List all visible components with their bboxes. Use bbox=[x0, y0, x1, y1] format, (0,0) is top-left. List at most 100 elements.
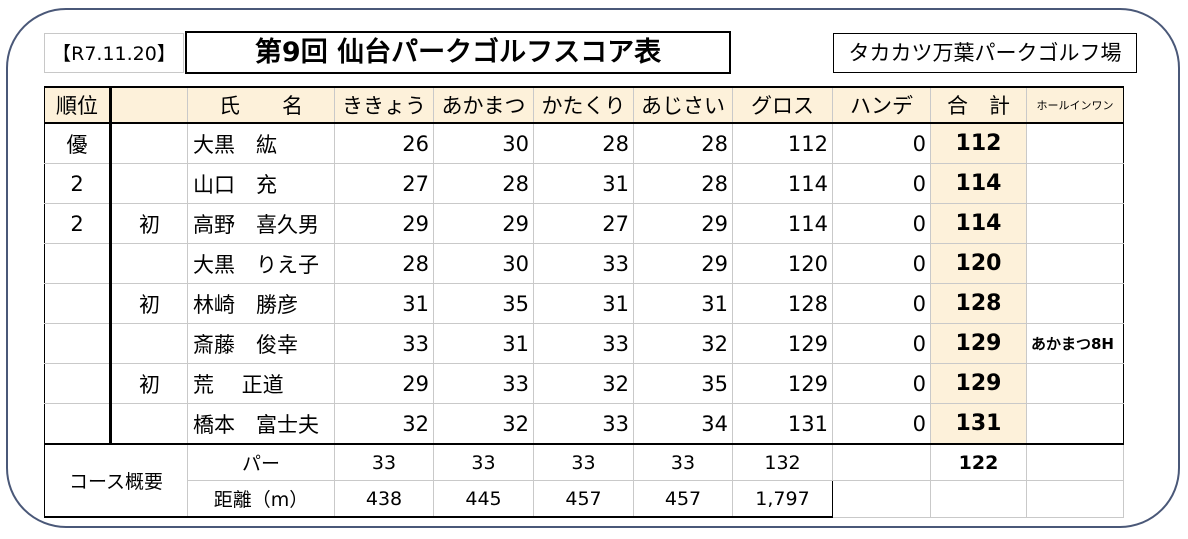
total-cell: 112 bbox=[930, 122, 1027, 164]
first-time-mark-cell bbox=[109, 323, 188, 364]
table-row: 斎藤 俊幸 33 31 33 32 129 0 129 あかまつ8H bbox=[44, 323, 1124, 364]
table-row: 優大黒 紘 26 30 28 28 112 0 112 bbox=[44, 122, 1124, 164]
handicap-cell: 0 bbox=[832, 283, 931, 324]
course-score-cell: 33 bbox=[433, 363, 534, 404]
rounded-frame bbox=[6, 8, 1180, 528]
course-score-cell: 28 bbox=[633, 163, 733, 204]
rank-cell bbox=[44, 323, 111, 364]
player-name-cell: 斎藤 俊幸 bbox=[187, 323, 335, 364]
table-row: 大黒 りえ子 28 30 33 29 120 0 120 bbox=[44, 243, 1124, 284]
course-score-cell: 33 bbox=[533, 323, 634, 364]
course-score-cell: 30 bbox=[433, 122, 534, 164]
course-score-cell: 31 bbox=[334, 283, 434, 324]
gross-cell: 129 bbox=[732, 323, 833, 364]
total-cell: 131 bbox=[930, 403, 1027, 445]
course-score-cell: 32 bbox=[433, 403, 534, 445]
player-name-cell: 大黒 りえ子 bbox=[187, 243, 335, 284]
par-value: 33 bbox=[533, 443, 634, 481]
rank-cell bbox=[44, 243, 111, 284]
col-hole-in-one-header: ホールインワン bbox=[1026, 86, 1124, 124]
total-cell: 120 bbox=[930, 243, 1027, 284]
distance-value: 438 bbox=[334, 480, 434, 518]
par-total: 132 bbox=[732, 443, 833, 481]
course-summary-label: コース概要 bbox=[44, 443, 188, 518]
par-value: 33 bbox=[633, 443, 733, 481]
course-score-cell: 26 bbox=[334, 122, 434, 164]
empty-cell bbox=[1026, 480, 1124, 518]
handicap-cell: 0 bbox=[832, 122, 931, 164]
par-value: 33 bbox=[334, 443, 434, 481]
col-course-header: ききょう bbox=[334, 86, 434, 124]
first-time-mark-cell: 初 bbox=[109, 363, 188, 404]
rank-cell: 2 bbox=[44, 163, 111, 204]
handicap-cell: 0 bbox=[832, 163, 931, 204]
first-time-mark-cell bbox=[109, 243, 188, 284]
course-score-cell: 29 bbox=[633, 203, 733, 244]
distance-value: 457 bbox=[533, 480, 634, 518]
date-label: 【R7.11.20】 bbox=[44, 33, 184, 73]
col-handicap-header: ハンデ bbox=[832, 86, 931, 124]
gross-cell: 120 bbox=[732, 243, 833, 284]
header-row: 順位 氏 名 ききょう あかまつ かたくり あじさい グロス ハンデ 合 計 ホ… bbox=[44, 86, 1124, 124]
empty-cell bbox=[832, 480, 931, 518]
gross-cell: 112 bbox=[732, 122, 833, 164]
player-name-cell: 大黒 紘 bbox=[187, 122, 335, 164]
first-time-mark-cell bbox=[109, 403, 188, 445]
course-score-cell: 28 bbox=[433, 163, 534, 204]
hole-in-one-cell bbox=[1026, 243, 1124, 284]
table-row: 橋本 富士夫 32 32 33 34 131 0 131 bbox=[44, 403, 1124, 445]
player-name-cell: 高野 喜久男 bbox=[187, 203, 335, 244]
handicap-cell: 0 bbox=[832, 243, 931, 284]
course-score-cell: 31 bbox=[433, 323, 534, 364]
col-course-header: あかまつ bbox=[433, 86, 534, 124]
player-name-cell: 橋本 富士夫 bbox=[187, 403, 335, 445]
course-score-cell: 28 bbox=[334, 243, 434, 284]
distance-label: 距離（m） bbox=[187, 480, 335, 518]
first-time-mark-cell bbox=[109, 163, 188, 204]
course-score-cell: 35 bbox=[433, 283, 534, 324]
col-name-header: 氏 名 bbox=[187, 86, 335, 124]
course-score-cell: 28 bbox=[633, 122, 733, 164]
table-row: 初 荒 正道 29 33 32 35 129 0 129 bbox=[44, 363, 1124, 404]
total-cell: 129 bbox=[930, 323, 1027, 364]
total-cell: 114 bbox=[930, 163, 1027, 204]
first-time-mark-cell: 初 bbox=[109, 203, 188, 244]
hole-in-one-cell bbox=[1026, 122, 1124, 164]
course-par-row: コース概要 パー 33 33 33 33 132 122 bbox=[44, 443, 1124, 518]
player-name-cell: 山口 充 bbox=[187, 163, 335, 204]
distance-total: 1,797 bbox=[732, 480, 833, 518]
hole-in-one-cell bbox=[1026, 283, 1124, 324]
distance-value: 457 bbox=[633, 480, 733, 518]
col-mark-header bbox=[109, 86, 188, 124]
rank-cell: 2 bbox=[44, 203, 111, 244]
col-total-header: 合 計 bbox=[930, 86, 1027, 124]
total-cell: 114 bbox=[930, 203, 1027, 244]
player-name-cell: 荒 正道 bbox=[187, 363, 335, 404]
course-score-cell: 29 bbox=[433, 203, 534, 244]
rank-cell: 優 bbox=[44, 122, 111, 164]
handicap-cell: 0 bbox=[832, 203, 931, 244]
hole-in-one-cell bbox=[1026, 203, 1124, 244]
course-score-cell: 31 bbox=[533, 283, 634, 324]
course-score-cell: 27 bbox=[533, 203, 634, 244]
course-score-cell: 27 bbox=[334, 163, 434, 204]
score-table: 順位 氏 名 ききょう あかまつ かたくり あじさい グロス ハンデ 合 計 ホ… bbox=[44, 86, 1124, 518]
course-score-cell: 34 bbox=[633, 403, 733, 445]
col-course-header: あじさい bbox=[633, 86, 733, 124]
col-rank-header: 順位 bbox=[44, 86, 111, 124]
handicap-cell: 0 bbox=[832, 323, 931, 364]
course-score-cell: 32 bbox=[533, 363, 634, 404]
hole-in-one-cell bbox=[1026, 363, 1124, 404]
course-score-cell: 30 bbox=[433, 243, 534, 284]
empty-cell bbox=[832, 443, 931, 481]
page-title: 第9回 仙台パークゴルフスコア表 bbox=[185, 31, 731, 74]
rank-cell bbox=[44, 403, 111, 445]
first-time-mark-cell bbox=[109, 122, 188, 164]
table-row: 初林崎 勝彦 31 35 31 31 128 0 128 bbox=[44, 283, 1124, 324]
total-cell: 129 bbox=[930, 363, 1027, 404]
hole-in-one-cell: あかまつ8H bbox=[1026, 323, 1124, 364]
course-score-cell: 33 bbox=[533, 403, 634, 445]
par-label: パー bbox=[187, 443, 335, 481]
col-course-header: かたくり bbox=[533, 86, 634, 124]
gross-cell: 129 bbox=[732, 363, 833, 404]
